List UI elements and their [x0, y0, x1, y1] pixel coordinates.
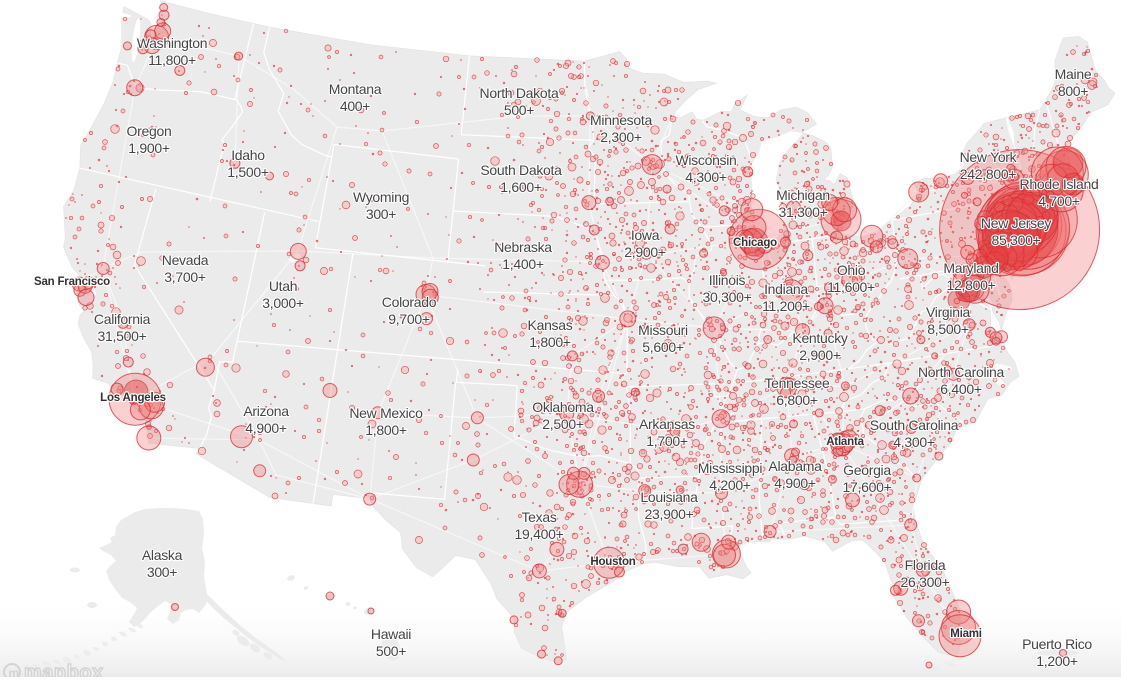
svg-text:mapbox: mapbox — [24, 662, 104, 677]
svg-text:Houston: Houston — [590, 556, 635, 568]
svg-text:Miami: Miami — [950, 628, 982, 640]
svg-text:Atlanta: Atlanta — [826, 436, 864, 448]
svg-text:Chicago: Chicago — [733, 237, 777, 249]
svg-text:Los Angeles: Los Angeles — [100, 392, 166, 404]
svg-text:San Francisco: San Francisco — [34, 276, 110, 288]
svg-text:m: m — [9, 666, 20, 677]
